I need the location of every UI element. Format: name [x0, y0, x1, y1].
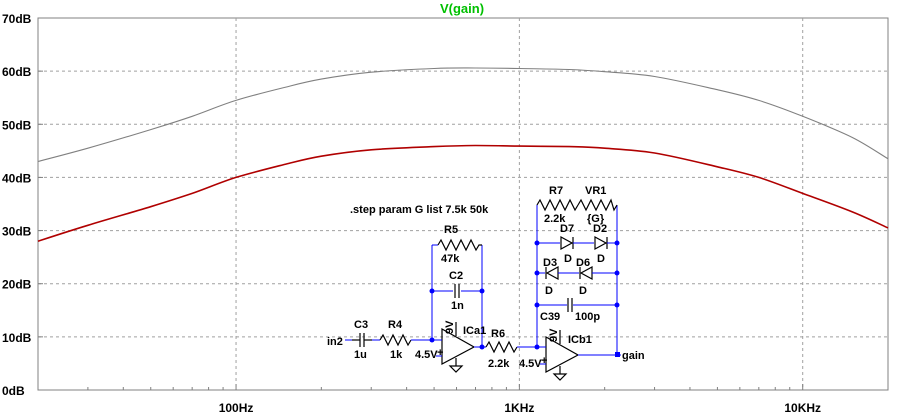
input-label: in2: [327, 336, 343, 348]
r5-name: R5: [444, 224, 458, 236]
d3-value: D: [545, 285, 553, 297]
d3-name: D3: [543, 257, 557, 269]
y-tick-label: 10dB: [2, 331, 32, 345]
x-axis-ticks: 100Hz 1KHz 10KHz: [87, 384, 821, 415]
r5-value: 47k: [441, 253, 460, 265]
vr1-name: VR1: [585, 185, 606, 197]
c39-name: C39: [540, 311, 560, 323]
c3-value: 1u: [354, 349, 367, 361]
series-group: [37, 67, 889, 242]
r6-name: R6: [491, 328, 505, 340]
d6-value: D: [579, 285, 587, 297]
step-directive[interactable]: .step param G list 7.5k 50k: [350, 204, 489, 216]
ica1-plus: +: [437, 347, 443, 359]
d6-name: D6: [576, 257, 590, 269]
opamp-icb1[interactable]: [545, 335, 580, 373]
d7-name: D7: [560, 223, 574, 235]
c3-name: C3: [354, 319, 368, 331]
capacitor-c3[interactable]: [352, 333, 372, 347]
series-line-2[interactable]: [37, 144, 889, 242]
chart-title: V(gain): [440, 1, 484, 16]
capacitor-c39[interactable]: [567, 298, 573, 312]
icb1-supply: 9V: [548, 328, 560, 342]
resistor-r6[interactable]: [485, 340, 518, 354]
x-tick-label: 1KHz: [504, 401, 534, 415]
d2-value: D: [597, 253, 605, 265]
y-tick-label: 20dB: [2, 278, 32, 292]
r4-name: R4: [388, 319, 403, 331]
icb1-name: ICb1: [568, 334, 592, 346]
y-tick-label: 70dB: [2, 12, 32, 26]
r7-value: 2.2k: [544, 213, 566, 225]
capacitor-c2[interactable]: [454, 284, 460, 298]
icb1-plus: +: [541, 355, 547, 367]
grid: [38, 18, 888, 390]
c2-name: C2: [449, 270, 463, 282]
r4-value: 1k: [390, 349, 403, 361]
x-tick-label: 10KHz: [784, 401, 821, 415]
y-tick-label: 60dB: [2, 65, 32, 79]
resistor-r4[interactable]: [379, 333, 412, 347]
plot-frame: [37, 17, 889, 391]
resistor-r7[interactable]: [536, 198, 579, 212]
opamp-ica1[interactable]: [441, 327, 476, 365]
y-tick-label: 50dB: [2, 118, 32, 132]
c2-value: 1n: [451, 300, 464, 312]
y-tick-label: 30dB: [2, 225, 32, 239]
schematic: .step param G list 7.5k 50k in2 C3 1u R4…: [327, 185, 645, 381]
vr1-value: {G}: [587, 213, 605, 225]
resistor-r5[interactable]: [437, 238, 482, 252]
y-tick-label: 40dB: [2, 171, 32, 185]
r7-name: R7: [549, 185, 563, 197]
c39-value: 100p: [575, 311, 600, 323]
d2-name: D2: [593, 223, 607, 235]
r6-value: 2.2k: [488, 358, 510, 370]
x-tick-label: 100Hz: [219, 401, 254, 415]
y-tick-label: 0dB: [2, 384, 25, 398]
potentiometer-vr1[interactable]: [577, 198, 618, 212]
y-axis-ticks: 0dB 10dB 20dB 30dB 40dB 50dB 60dB 70dB: [2, 12, 43, 398]
icb1-bias: 4.5V: [519, 358, 542, 370]
ica1-bias: 4.5V: [415, 349, 438, 361]
series-line-1[interactable]: [37, 67, 889, 163]
ica1-name: ICa1: [463, 325, 486, 337]
d7-value: D: [564, 253, 572, 265]
ica1-supply: 9V: [444, 320, 456, 334]
output-label: gain: [622, 350, 645, 362]
